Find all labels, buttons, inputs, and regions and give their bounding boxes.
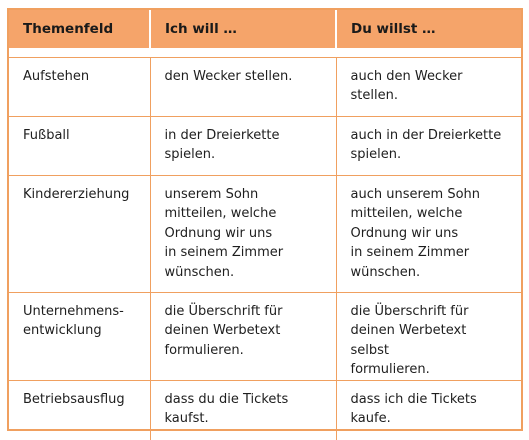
cell-ich-will: dass du die Tickets kaufst. [149,379,336,440]
cell-du-willst: dass ich die Tickets kaufe. [335,379,521,440]
comparison-table: Themenfeld Ich will … Du willst … Aufste… [9,10,521,440]
cell-du-willst: die Überschrift für deinen Werbetext sel… [335,291,521,380]
header-themenfeld: Themenfeld [9,10,150,48]
header-spacer [9,48,521,58]
cell-ich-will: unserem Sohn mitteilen, welche Ordnung w… [149,174,336,292]
table-header-row: Themenfeld Ich will … Du willst … [9,10,521,48]
cell-ich-will: in der Dreierkette spielen. [149,115,336,175]
header-du-willst: Du willst … [335,10,521,48]
cell-ich-will: die Überschrift für deinen Werbetext for… [149,291,336,380]
cell-topic: Aufstehen [9,56,150,116]
cell-du-willst: auch in der Dreierkette spielen. [335,115,521,175]
header-ich-will: Ich will … [149,10,336,48]
comparison-table-container: Themenfeld Ich will … Du willst … Aufste… [7,8,523,440]
cell-topic: Fußball [9,115,150,175]
cell-du-willst: auch den Wecker stellen. [335,56,521,116]
cell-topic: Kindererziehung [9,174,150,292]
cell-topic: Unternehmens- entwicklung [9,291,150,380]
table-row: Aufstehen den Wecker stellen. auch den W… [9,56,521,116]
table-row: Kindererziehung unserem Sohn mitteilen, … [9,174,521,292]
cell-du-willst: auch unserem Sohn mitteilen, welche Ordn… [335,174,521,292]
table-row: Unternehmens- entwicklung die Überschrif… [9,291,521,380]
table-row: Fußball in der Dreierkette spielen. auch… [9,115,521,175]
cell-ich-will: den Wecker stellen. [149,56,336,116]
table-row: Betriebsausflug dass du die Tickets kauf… [9,379,521,440]
cell-topic: Betriebsausflug [9,379,150,440]
